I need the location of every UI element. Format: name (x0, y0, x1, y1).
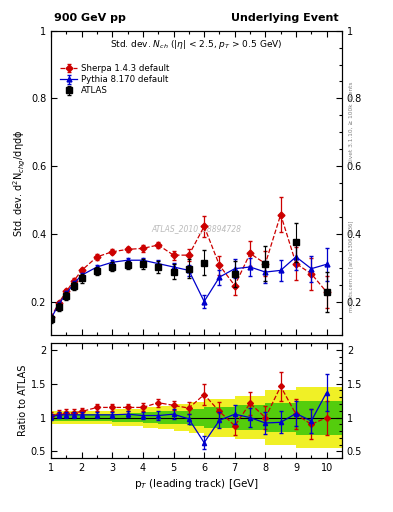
Bar (97, 414, 112, 421)
Text: ATLAS_2010_S8894728: ATLAS_2010_S8894728 (151, 224, 242, 233)
Bar (204, 408, 235, 428)
Bar (82, 411, 97, 424)
Text: Std. dev. $N_{ch}$ ($|\eta|$ < 2.5, $p_T$ > 0.5 GeV): Std. dev. $N_{ch}$ ($|\eta|$ < 2.5, $p_T… (110, 38, 283, 51)
Bar (189, 410, 204, 425)
Y-axis label: Std. dev. d$^2$N$_{chg}$/dηdϕ: Std. dev. d$^2$N$_{chg}$/dηdϕ (12, 130, 28, 237)
Bar (265, 402, 296, 433)
Text: Underlying Event: Underlying Event (231, 13, 339, 23)
Bar (174, 404, 189, 431)
X-axis label: p$_{T}$ (leading track) [GeV]: p$_{T}$ (leading track) [GeV] (134, 477, 259, 492)
Bar (235, 406, 265, 430)
Bar (265, 391, 296, 445)
Bar (143, 412, 158, 423)
Text: Rivet 3.1.10, ≥ 100k events: Rivet 3.1.10, ≥ 100k events (349, 81, 354, 164)
Bar (189, 402, 204, 433)
Bar (128, 413, 143, 422)
Text: mcplots.cern.ch [arXiv:1306.3436]: mcplots.cern.ch [arXiv:1306.3436] (349, 221, 354, 312)
Bar (204, 399, 235, 437)
Bar (66, 411, 82, 424)
Bar (51, 414, 66, 421)
Legend: Sherpa 1.4.3 default, Pythia 8.170 default, ATLAS: Sherpa 1.4.3 default, Pythia 8.170 defau… (58, 62, 171, 97)
Bar (143, 408, 158, 428)
Bar (158, 412, 174, 424)
Bar (66, 414, 82, 421)
Bar (128, 409, 143, 426)
Bar (112, 410, 128, 425)
Bar (82, 414, 97, 421)
Bar (51, 411, 66, 424)
Text: 900 GeV pp: 900 GeV pp (54, 13, 126, 23)
Bar (158, 406, 174, 429)
Bar (235, 396, 265, 439)
Bar (296, 387, 342, 448)
Bar (174, 411, 189, 424)
Bar (97, 411, 112, 424)
Y-axis label: Ratio to ATLAS: Ratio to ATLAS (18, 365, 28, 436)
Bar (112, 414, 128, 422)
Bar (296, 400, 342, 435)
